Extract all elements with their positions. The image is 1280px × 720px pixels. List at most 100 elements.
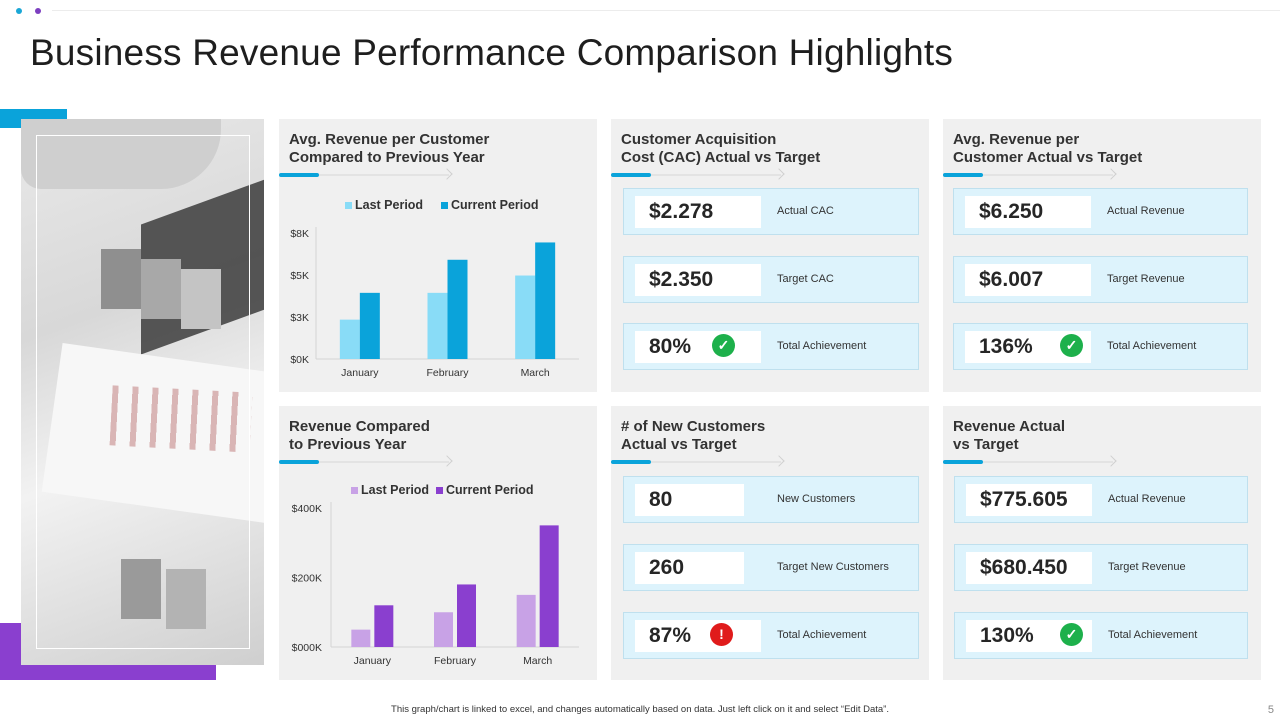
y-tick-label: $5K	[290, 270, 309, 282]
x-tick-label: March	[521, 367, 550, 379]
panel-avg-revenue-target: Avg. Revenue per Customer Actual vs Targ…	[943, 119, 1261, 392]
top-rule	[52, 10, 1280, 11]
kpi-value: $2.278	[635, 196, 761, 228]
kpi-cac-achievement: 80% ✓ Total Achievement	[623, 323, 919, 370]
footnote: This graph/chart is linked to excel, and…	[391, 704, 889, 715]
bar-last-period[interactable]	[339, 319, 360, 359]
legend-label: Last Period	[361, 483, 429, 497]
panel-title-line: Revenue Compared	[289, 418, 430, 435]
kpi-value: $680.450	[966, 552, 1092, 584]
legend-label: Last Period	[355, 198, 423, 212]
kpi-new-customers-achievement: 87% ! Total Achievement	[623, 612, 919, 659]
panel-avg-revenue-yoy: Avg. Revenue per Customer Compared to Pr…	[279, 119, 597, 392]
avg-revenue-bar-chart[interactable]: $0K $3K $5K $8K January February March Last Per…	[279, 119, 597, 392]
panel-title: Avg. Revenue per Customer Actual vs Targ…	[953, 131, 1142, 167]
kpi-revenue-achievement: 130% ✓ Total Achievement	[954, 612, 1248, 659]
kpi-value: 80%	[635, 331, 761, 363]
kpi-label: Total Achievement	[1107, 340, 1197, 352]
kpi-target-revenue-total: $680.450 Target Revenue	[954, 544, 1248, 591]
panel-title-line: Customer Acquisition	[621, 131, 777, 148]
x-tick-label: February	[426, 367, 469, 379]
kpi-target-cac: $2.350 Target CAC	[623, 256, 919, 303]
legend-label: Current Period	[451, 198, 539, 212]
bar-last-period[interactable]	[515, 275, 536, 359]
photo-sleeve	[21, 119, 221, 189]
photo-swatch	[166, 569, 206, 629]
revenue-bar-chart[interactable]: $000K $200K $400K January February March Last …	[279, 406, 597, 680]
bar-current-period[interactable]	[457, 584, 476, 647]
page-title: Business Revenue Performance Comparison …	[30, 32, 954, 73]
kpi-target-revenue: $6.007 Target Revenue	[953, 256, 1248, 303]
panel-cac: Customer Acquisition Cost (CAC) Actual v…	[611, 119, 929, 392]
panel-title-line: Customer Actual vs Target	[953, 149, 1143, 166]
check-circle-icon: ✓	[1060, 623, 1083, 646]
y-tick-label: $200K	[292, 573, 322, 585]
y-tick-label: $000K	[292, 642, 322, 654]
bar-last-period[interactable]	[351, 629, 371, 647]
panel-title: Revenue Compared to Previous Year	[289, 418, 430, 454]
kpi-value: 130%	[966, 620, 1092, 652]
check-circle-icon: ✓	[712, 334, 735, 357]
bar-last-period[interactable]	[427, 292, 448, 359]
photo-swatch	[121, 559, 161, 619]
y-tick-label: $8K	[290, 228, 309, 240]
kpi-label: Actual Revenue	[1108, 493, 1186, 505]
kpi-actual-revenue-total: $775.605 Actual Revenue	[954, 476, 1248, 523]
panel-title-line: Cost (CAC) Actual vs Target	[621, 149, 821, 166]
legend-swatch	[436, 487, 443, 494]
panel-title-line: vs Target	[953, 436, 1019, 453]
exclamation-circle-icon: !	[710, 623, 733, 646]
panel-revenue-target: Revenue Actual vs Target $775.605 Actual…	[943, 406, 1261, 680]
office-photo	[21, 119, 264, 665]
bar-current-period[interactable]	[539, 525, 559, 647]
kpi-actual-revenue: $6.250 Actual Revenue	[953, 188, 1248, 235]
bar-current-period[interactable]	[374, 605, 394, 647]
panel-title-line: Actual vs Target	[621, 436, 737, 453]
title-underline	[279, 168, 453, 180]
y-tick-label: $0K	[290, 354, 309, 366]
bar-last-period[interactable]	[434, 612, 453, 647]
panel-title-line: Compared to Previous Year	[289, 149, 485, 166]
x-tick-label: February	[434, 655, 477, 667]
x-tick-label: January	[354, 655, 392, 667]
legend-swatch	[441, 202, 448, 209]
kpi-label: Total Achievement	[1108, 629, 1198, 641]
panel-title-line: Revenue Actual	[953, 418, 1065, 435]
panel-title: # of New Customers Actual vs Target	[621, 418, 765, 454]
kpi-value: $775.605	[966, 484, 1092, 516]
kpi-value: 80	[635, 484, 744, 516]
panel-title: Customer Acquisition Cost (CAC) Actual v…	[621, 131, 820, 167]
panel-title-line: # of New Customers	[621, 418, 766, 435]
check-circle-icon: ✓	[1060, 334, 1083, 357]
legend-label: Current Period	[446, 483, 534, 497]
kpi-label: Actual Revenue	[1107, 205, 1185, 217]
kpi-value: $2.350	[635, 264, 761, 296]
kpi-new-customers: 80 New Customers	[623, 476, 919, 523]
kpi-value: 87%	[635, 620, 761, 652]
page-number: 5	[1267, 704, 1274, 716]
kpi-label: Target Revenue	[1108, 561, 1186, 573]
panel-title-line: Avg. Revenue per Customer	[289, 131, 490, 148]
legend-swatch	[345, 202, 352, 209]
title-underline	[611, 168, 785, 180]
purple-dot-decoration	[35, 8, 41, 14]
photo-swatch	[181, 269, 221, 329]
kpi-label: Target Revenue	[1107, 273, 1185, 285]
panel-title-line: to Previous Year	[289, 436, 407, 453]
bar-current-period[interactable]	[535, 242, 556, 359]
title-underline	[611, 455, 785, 467]
title-underline	[943, 455, 1117, 467]
kpi-label: Target New Customers	[777, 561, 889, 573]
bar-last-period[interactable]	[516, 594, 536, 647]
kpi-value: $6.250	[965, 196, 1091, 228]
panel-revenue-yoy: Revenue Compared to Previous Year $000K $…	[279, 406, 597, 680]
kpi-label: Total Achievement	[777, 340, 867, 352]
bar-current-period[interactable]	[359, 292, 380, 359]
kpi-label: New Customers	[777, 493, 856, 505]
kpi-avg-revenue-achievement: 136% ✓ Total Achievement	[953, 323, 1248, 370]
panel-new-customers: # of New Customers Actual vs Target 80 N…	[611, 406, 929, 680]
bar-current-period[interactable]	[447, 259, 468, 359]
y-tick-label: $400K	[292, 503, 322, 515]
panel-title-line: Avg. Revenue per	[953, 131, 1080, 148]
panel-title: Avg. Revenue per Customer Compared to Pr…	[289, 131, 489, 167]
